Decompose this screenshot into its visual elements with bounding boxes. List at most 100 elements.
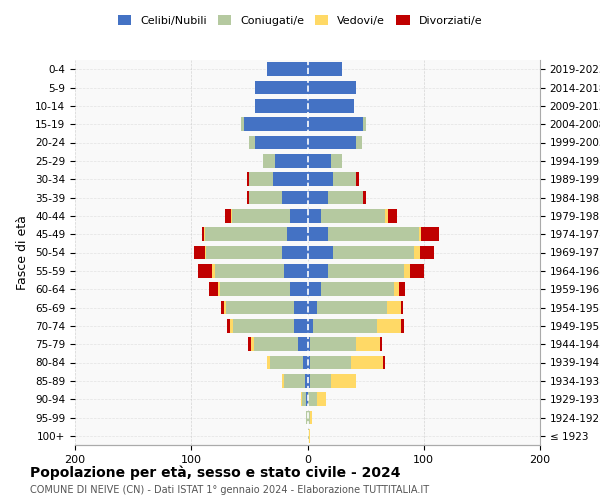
Bar	[232, 209, 290, 222]
Bar	[317, 392, 326, 406]
Bar	[328, 264, 404, 278]
Bar	[263, 154, 275, 168]
Bar	[421, 228, 439, 241]
Bar	[322, 209, 385, 222]
Bar	[255, 80, 308, 94]
Bar	[204, 228, 205, 241]
Bar	[225, 209, 231, 222]
Bar	[206, 246, 282, 260]
Bar	[293, 300, 308, 314]
Bar	[272, 172, 308, 186]
Bar	[308, 429, 310, 442]
Bar	[308, 300, 317, 314]
Bar	[218, 282, 220, 296]
Bar	[198, 264, 212, 278]
Bar	[331, 374, 356, 388]
Bar	[227, 319, 230, 332]
Bar	[364, 118, 365, 131]
Bar	[308, 374, 310, 388]
Bar	[404, 264, 410, 278]
Bar	[377, 319, 401, 332]
Bar	[308, 80, 356, 94]
Bar	[298, 338, 308, 351]
Bar	[308, 319, 313, 332]
Bar	[215, 264, 284, 278]
Bar	[310, 410, 312, 424]
Bar	[310, 356, 350, 370]
Bar	[233, 319, 293, 332]
Bar	[380, 338, 382, 351]
Bar	[307, 410, 308, 424]
Bar	[388, 209, 397, 222]
Bar	[328, 228, 419, 241]
Bar	[322, 282, 394, 296]
Bar	[290, 282, 308, 296]
Bar	[275, 154, 308, 168]
Bar	[244, 118, 308, 131]
Bar	[386, 300, 401, 314]
Bar	[310, 374, 331, 388]
Bar	[303, 356, 308, 370]
Bar	[308, 62, 343, 76]
Bar	[308, 99, 354, 112]
Bar	[308, 282, 322, 296]
Bar	[308, 172, 333, 186]
Bar	[313, 319, 377, 332]
Bar	[308, 228, 328, 241]
Bar	[308, 410, 310, 424]
Bar	[415, 246, 420, 260]
Bar	[284, 264, 308, 278]
Bar	[331, 154, 343, 168]
Bar	[212, 264, 215, 278]
Bar	[221, 300, 224, 314]
Bar	[224, 300, 226, 314]
Bar	[308, 154, 331, 168]
Bar	[420, 246, 434, 260]
Bar	[205, 246, 206, 260]
Bar	[282, 374, 284, 388]
Bar	[282, 190, 308, 204]
Bar	[287, 228, 308, 241]
Bar	[255, 99, 308, 112]
Bar	[308, 246, 333, 260]
Bar	[356, 338, 380, 351]
Bar	[419, 228, 421, 241]
Bar	[356, 172, 359, 186]
Bar	[385, 209, 388, 222]
Bar	[220, 282, 290, 296]
Bar	[301, 392, 302, 406]
Bar	[333, 172, 356, 186]
Bar	[271, 356, 303, 370]
Bar	[305, 374, 308, 388]
Bar	[410, 264, 424, 278]
Bar	[205, 228, 287, 241]
Bar	[202, 228, 204, 241]
Bar	[317, 300, 386, 314]
Bar	[194, 246, 205, 260]
Bar	[255, 136, 308, 149]
Bar	[226, 300, 293, 314]
Bar	[230, 319, 233, 332]
Bar	[254, 338, 298, 351]
Bar	[308, 136, 356, 149]
Bar	[383, 356, 385, 370]
Bar	[328, 190, 364, 204]
Bar	[209, 282, 218, 296]
Bar	[293, 319, 308, 332]
Bar	[333, 246, 415, 260]
Bar	[290, 209, 308, 222]
Bar	[267, 356, 271, 370]
Bar	[308, 209, 322, 222]
Bar	[282, 246, 308, 260]
Bar	[250, 190, 282, 204]
Bar	[284, 374, 305, 388]
Bar	[308, 190, 328, 204]
Bar	[308, 264, 328, 278]
Bar	[401, 300, 403, 314]
Bar	[267, 62, 308, 76]
Bar	[302, 392, 307, 406]
Bar	[308, 118, 364, 131]
Y-axis label: Fasce di età: Fasce di età	[16, 215, 29, 290]
Bar	[401, 319, 404, 332]
Bar	[364, 190, 365, 204]
